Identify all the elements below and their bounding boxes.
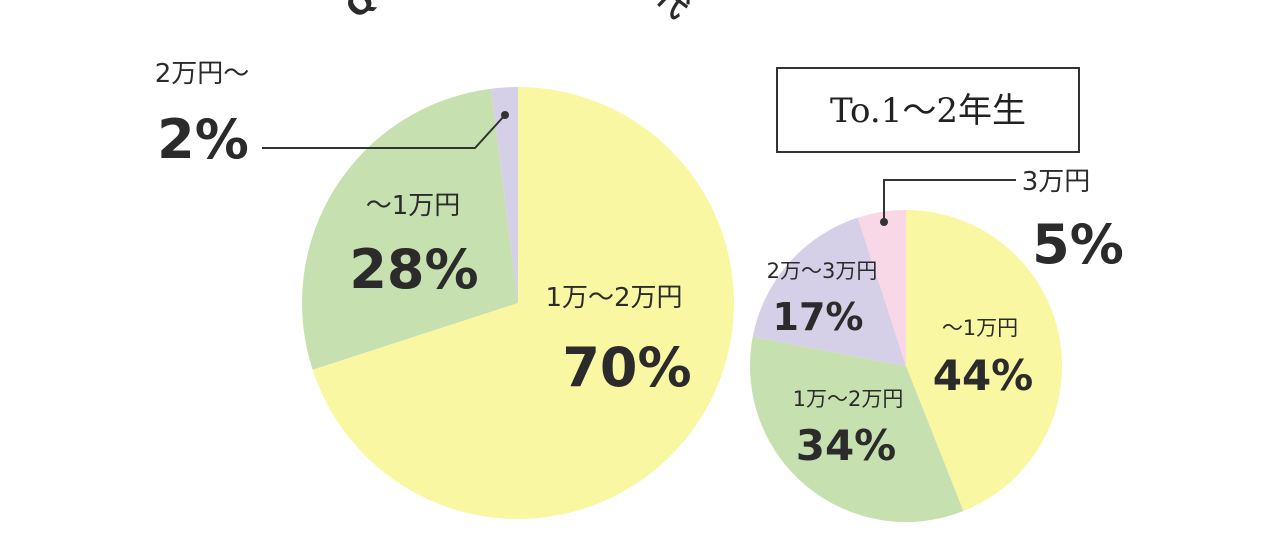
right-slice-label-under-1man: ～1万円	[942, 316, 1018, 340]
leader-dot-right-3man	[880, 218, 888, 226]
left-pie-slice-2	[490, 87, 518, 303]
left-pie	[301, 87, 734, 519]
left-slice-value-over-2man: 2%	[157, 108, 249, 171]
leader-line-left-2man	[262, 114, 506, 149]
left-pie-slice-0	[312, 87, 734, 519]
right-slice-label-2man-3man: 2万～3万円	[767, 259, 878, 283]
right-pie-slice-3	[857, 210, 906, 366]
right-slice-value-1man-2man: 34%	[796, 421, 897, 470]
right-chart-title-box	[776, 67, 1080, 153]
right-pie-slice-0	[906, 210, 1063, 512]
left-slice-label-over-2man: 2万円～	[155, 59, 250, 89]
right-chart-title: To.1～2年生	[830, 91, 1026, 131]
left-slice-label-1man-2man: 1万～2万円	[545, 283, 682, 313]
leader-line-right-3man	[883, 179, 1016, 222]
left-slice-label-under-1man: ～1万円	[366, 191, 461, 221]
right-slice-value-3man: 5%	[1032, 213, 1124, 276]
leader-dot-left-2man	[501, 111, 509, 119]
left-pie-slice-1	[301, 88, 518, 370]
right-pie-slice-1	[749, 336, 964, 523]
right-slice-label-1man-2man: 1万～2万円	[793, 387, 904, 411]
right-slice-value-2man-3man: 17%	[773, 295, 864, 339]
right-slice-label-3man: 3万円	[1022, 167, 1091, 197]
left-slice-value-under-1man: 28%	[349, 238, 478, 301]
left-chart-title: Q.1ヵ月のファッション代	[339, 0, 695, 25]
left-chart-title-text: Q.1ヵ月のファッション代	[339, 0, 695, 25]
right-pie	[749, 210, 1063, 523]
left-slice-value-1man-2man: 70%	[562, 336, 691, 399]
right-pie-slice-2	[752, 217, 906, 366]
right-slice-value-under-1man: 44%	[933, 351, 1034, 400]
